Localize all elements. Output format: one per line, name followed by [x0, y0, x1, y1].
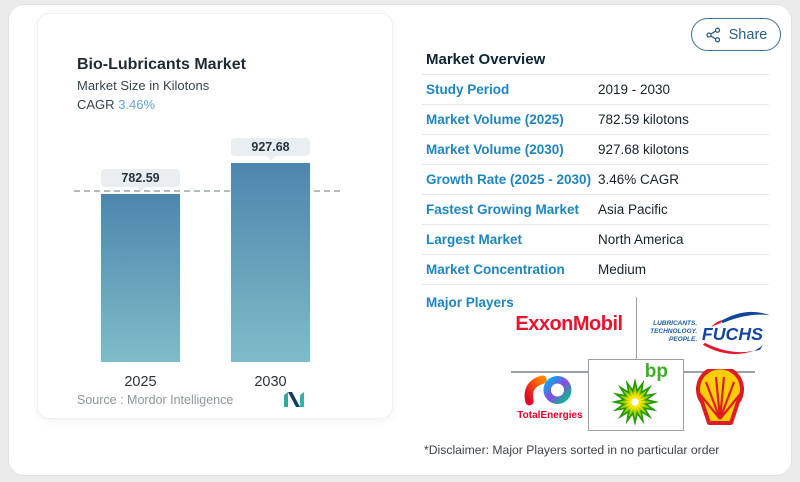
- bar-value-2030: 927.68: [251, 140, 290, 154]
- cagr-value: 3.46%: [118, 97, 156, 112]
- source-value: Mordor Intelligence: [127, 393, 234, 407]
- bar-value-label-2030: 927.68: [231, 138, 310, 161]
- disclaimer-text: *Disclaimer: Major Players sorted in no …: [424, 443, 720, 457]
- overview-table: Study Period 2019 - 2030 Market Volume (…: [422, 74, 769, 285]
- fuchs-wordmark: FUCHS: [702, 324, 763, 344]
- row-value-study-period: 2019 - 2030: [598, 82, 671, 97]
- table-row: Market Volume (2025) 782.59 kilotons: [422, 105, 769, 135]
- bp-wordmark: bp: [644, 361, 668, 382]
- fuchs-tagline-line3: PEOPLE.: [668, 336, 698, 343]
- share-button-label: Share: [728, 26, 768, 43]
- fuchs-logo-icon: FUCHS: [702, 311, 771, 355]
- major-players-label: Major Players: [426, 295, 514, 310]
- table-row: Fastest Growing Market Asia Pacific: [422, 195, 769, 225]
- market-overview-card: Bio-Lubricants Market Market Size in Kil…: [8, 4, 792, 476]
- fuchs-tagline-line1: LUBRICANTS.: [653, 320, 698, 327]
- row-label-growth-rate: Growth Rate (2025 - 2030): [426, 172, 592, 187]
- table-row: Largest Market North America: [422, 225, 769, 255]
- grid-vertical-divider: [636, 297, 637, 359]
- share-icon: [705, 27, 720, 42]
- fuchs-tagline-line2: TECHNOLOGY.: [650, 328, 698, 335]
- bar-2030: [231, 163, 310, 362]
- reference-dashed-line: [74, 190, 340, 193]
- bar-value-label-2025: 782.59: [101, 169, 180, 192]
- totalenergies-icon: [524, 375, 572, 406]
- row-value-market-volume-2025: 782.59 kilotons: [598, 112, 689, 127]
- exxonmobil-logo: ExxonMobil: [515, 313, 623, 335]
- bar-chart: 782.59 927.68 2025 2030: [38, 14, 392, 418]
- grid-horizontal-divider-left: [511, 371, 588, 373]
- overview-title: Market Overview: [426, 51, 546, 68]
- share-button[interactable]: Share: [691, 18, 781, 51]
- bar-2025: [101, 194, 180, 362]
- bp-helios-icon: [610, 377, 660, 427]
- row-label-market-volume-2025: Market Volume (2025): [426, 112, 564, 127]
- chart-title: Bio-Lubricants Market: [77, 56, 246, 73]
- source-line: Source : Mordor Intelligence: [77, 393, 233, 407]
- mordor-intelligence-logo-icon: [284, 392, 304, 407]
- cagr-line: CAGR 3.46%: [77, 97, 155, 112]
- fuchs-logo: LUBRICANTS. TECHNOLOGY. PEOPLE. FUCHS: [642, 301, 774, 363]
- row-value-fastest-growing-market: Asia Pacific: [598, 202, 668, 217]
- table-row: Market Concentration Medium: [422, 255, 769, 285]
- row-label-market-concentration: Market Concentration: [426, 262, 565, 277]
- row-value-market-volume-2030: 927.68 kilotons: [598, 142, 689, 157]
- x-axis-label-2030: 2030: [254, 374, 287, 390]
- totalenergies-logo: TotalEnergies: [512, 373, 588, 421]
- chart-panel: Bio-Lubricants Market Market Size in Kil…: [37, 13, 393, 419]
- row-label-fastest-growing-market: Fastest Growing Market: [426, 202, 580, 217]
- x-axis-label-2025: 2025: [124, 374, 157, 390]
- shell-logo: [696, 369, 744, 425]
- row-label-market-volume-2030: Market Volume (2030): [426, 142, 564, 157]
- row-value-growth-rate: 3.46% CAGR: [598, 172, 680, 187]
- source-label: Source :: [77, 393, 124, 407]
- bar-value-2025: 782.59: [121, 171, 160, 186]
- chart-subtitle: Market Size in Kilotons: [77, 78, 210, 93]
- row-label-largest-market: Largest Market: [426, 232, 523, 247]
- cagr-label: CAGR: [77, 97, 115, 112]
- row-label-study-period: Study Period: [426, 82, 510, 97]
- table-row: Market Volume (2030) 927.68 kilotons: [422, 135, 769, 165]
- row-value-largest-market: North America: [598, 232, 684, 247]
- row-value-market-concentration: Medium: [598, 262, 647, 277]
- table-row: Growth Rate (2025 - 2030) 3.46% CAGR: [422, 165, 769, 195]
- totalenergies-wordmark: TotalEnergies: [517, 410, 583, 421]
- fuchs-tagline: LUBRICANTS. TECHNOLOGY. PEOPLE.: [642, 320, 697, 344]
- bp-logo: bp: [588, 359, 684, 431]
- major-players-grid: ExxonMobil LUBRICANTS. TECHNOLOGY. PEOPL…: [504, 291, 774, 437]
- table-row: Study Period 2019 - 2030: [422, 75, 769, 105]
